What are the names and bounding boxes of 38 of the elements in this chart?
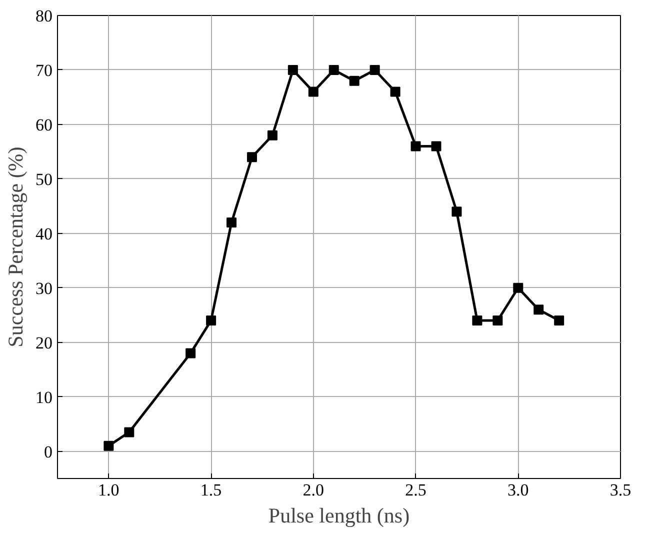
y-tick-label: 80 [36,6,52,26]
point [431,141,442,152]
y-tick-label: 10 [36,388,52,407]
point [452,206,462,217]
x-tick-label: 2.0 [302,480,324,500]
point [349,76,360,86]
y-tick-label: 60 [36,115,52,134]
point [226,217,237,228]
y-axis-title: Success Percentage (%) [4,146,28,348]
point [124,427,134,438]
y-tick-label: 20 [36,333,52,352]
point [513,282,524,293]
y-tick-label: 50 [36,170,52,189]
point [186,348,196,358]
point [534,304,544,315]
y-tick-label: 40 [36,224,52,244]
point [390,86,400,97]
y-tick-label: 70 [36,60,52,80]
x-tick-label: 3.5 [610,480,632,500]
point [472,316,482,326]
point [328,64,339,75]
point [206,316,216,326]
point [492,316,503,326]
x-axis-title: Pulse length (ns) [268,504,410,528]
x-tick-label: 1.5 [200,480,222,500]
y-tick-label: 0 [44,442,52,462]
point [410,141,421,152]
point [267,130,278,140]
x-tick-label: 3.0 [508,480,529,500]
point [370,64,380,75]
point [288,64,298,75]
point [308,86,318,97]
x-tick-label: 2.5 [405,480,426,500]
point [104,440,114,451]
y-tick-label: 30 [36,278,52,298]
x-tick-label: 1.0 [98,480,120,500]
point [246,152,257,162]
point [554,316,564,326]
